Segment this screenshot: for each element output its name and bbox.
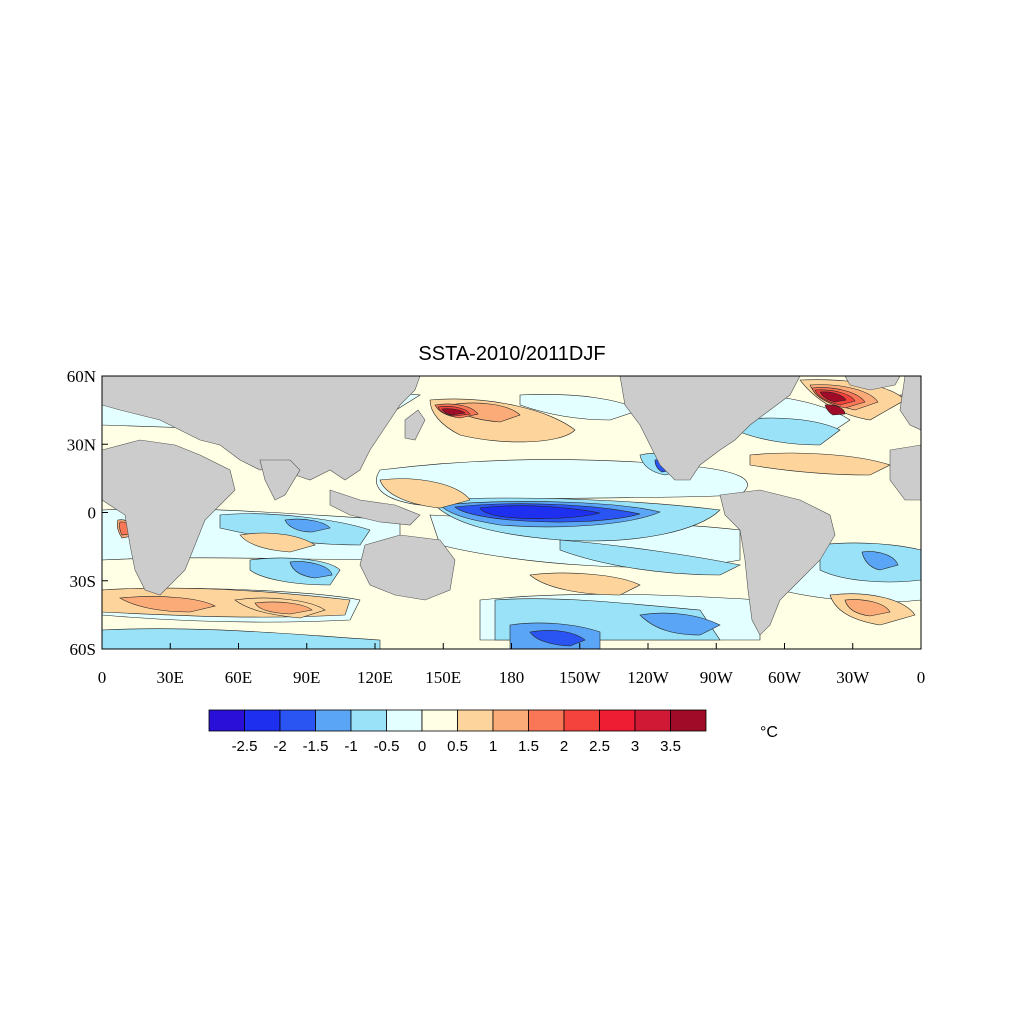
lon-tick-label: 30E	[157, 668, 184, 687]
colorbar-label: -1.5	[303, 738, 329, 755]
longitude-axis: 0 30E 60E 90E 120E 150E 180 150W 120W 90W 60W 30W 0	[98, 643, 926, 687]
lon-tick-label: 0	[917, 668, 926, 687]
colorbar-label: 1.5	[518, 738, 539, 755]
colorbar-label: 2.5	[589, 738, 610, 755]
land-north-america	[619, 376, 801, 481]
lon-tick-label: 120W	[627, 668, 670, 687]
colorbar-label: -2	[273, 738, 286, 755]
colorbar-swatch	[350, 709, 387, 732]
anomaly-pos-3-5	[441, 391, 847, 416]
colorbar-label: 3	[631, 738, 639, 755]
land-africa	[102, 439, 236, 596]
colorbar-label: 0.5	[447, 738, 468, 755]
latitude-axis: 60N 30N 0 30S 60S	[67, 367, 108, 659]
colorbar-unit: °C	[760, 724, 778, 741]
colorbar-swatch	[315, 709, 352, 732]
anomaly-neg-2-5	[479, 505, 601, 519]
land-australia	[359, 534, 456, 601]
colorbar-label: -0.5	[374, 738, 400, 755]
colorbar-label: 3.5	[660, 738, 681, 755]
lat-tick-label: 30N	[67, 435, 96, 454]
lon-tick-label: 60E	[225, 668, 252, 687]
lon-tick-label: 150E	[425, 668, 461, 687]
lon-tick-label: 180	[499, 668, 525, 687]
land-masses	[102, 376, 921, 636]
land-europe-west	[899, 376, 921, 431]
lat-tick-label: 60S	[70, 640, 96, 659]
land-greenland	[844, 376, 901, 391]
land-maritime-asia	[329, 489, 421, 526]
land-africa-east-edge	[889, 444, 921, 501]
lon-tick-label: 30W	[836, 668, 870, 687]
colorbar-swatch	[386, 709, 423, 732]
colorbar-label: 2	[560, 738, 568, 755]
lon-tick-label: 90E	[293, 668, 320, 687]
colorbar-swatch	[457, 709, 494, 732]
lon-tick-label: 150W	[559, 668, 602, 687]
colorbar: -2.5 -2 -1.5 -1 -0.5 0 0.5 1 1.5 2 2.5 3 3.5	[208, 709, 707, 755]
colorbar-label: 1	[489, 738, 497, 755]
lat-tick-label: 30S	[70, 572, 96, 591]
land-india	[259, 459, 301, 501]
colorbar-swatch	[563, 709, 600, 732]
colorbar-swatch	[421, 709, 458, 732]
lon-tick-label: 120E	[357, 668, 393, 687]
lat-tick-label: 60N	[67, 367, 96, 386]
colorbar-swatch	[492, 709, 529, 732]
lon-tick-label: 60W	[768, 668, 802, 687]
colorbar-swatch	[279, 709, 316, 732]
colorbar-swatch	[528, 709, 565, 732]
colorbar-swatch	[670, 709, 707, 732]
colorbar-label: -1	[344, 738, 357, 755]
map-title: SSTA-2010/2011DJF	[418, 343, 605, 365]
lon-tick-label: 90W	[700, 668, 734, 687]
colorbar-swatch	[599, 709, 636, 732]
land-japan	[404, 409, 426, 441]
colorbar-swatch	[634, 709, 671, 732]
colorbar-label: -2.5	[232, 738, 258, 755]
map-panel	[102, 376, 921, 649]
colorbar-swatch	[208, 709, 245, 732]
colorbar-swatch	[244, 709, 281, 732]
lon-tick-label: 0	[98, 668, 107, 687]
land-south-america	[719, 489, 836, 636]
colorbar-label: 0	[418, 738, 426, 755]
lat-tick-label: 0	[88, 504, 97, 523]
